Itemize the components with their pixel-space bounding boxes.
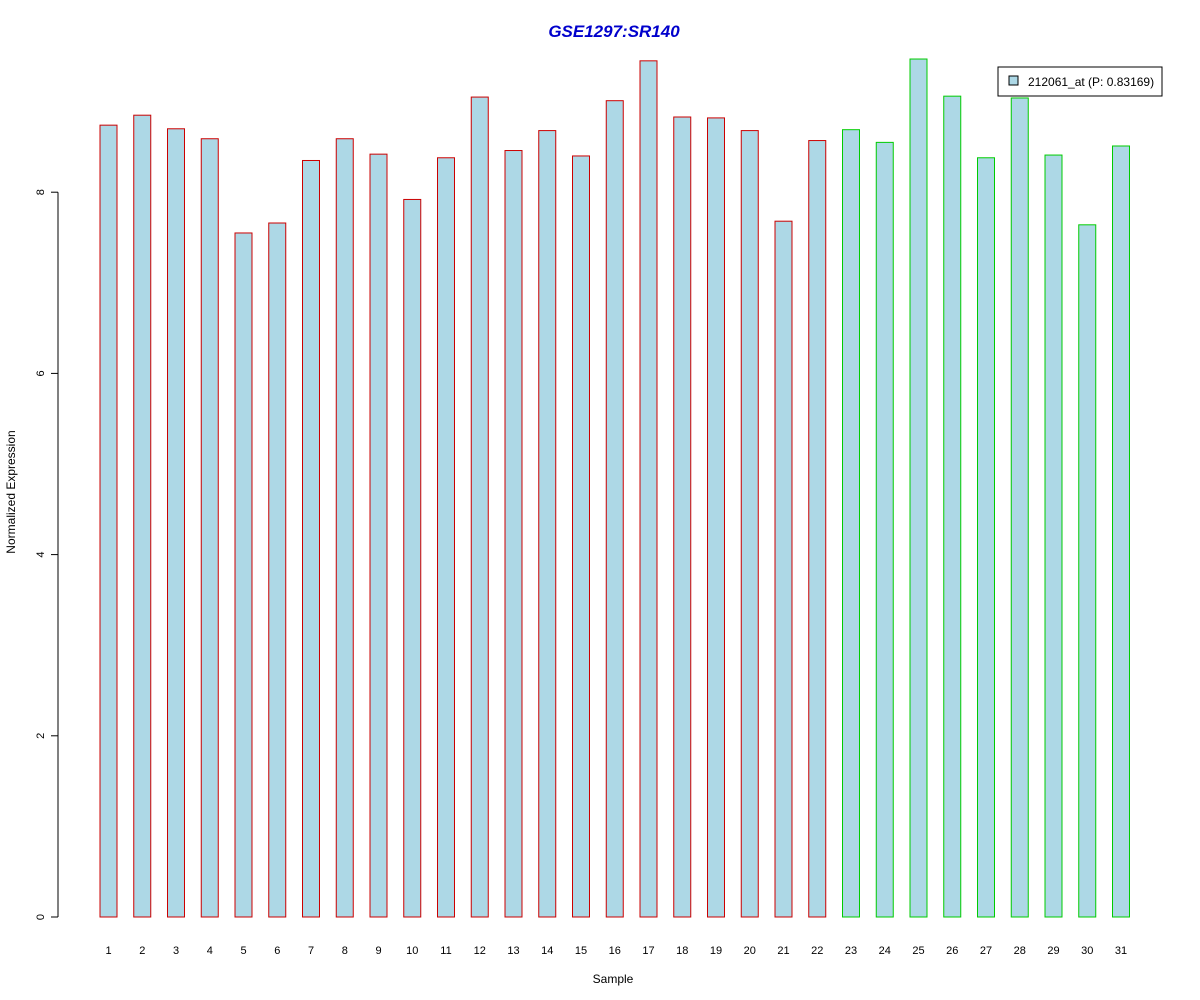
y-tick-label: 0 [35, 914, 47, 920]
bar-sample-30 [1078, 224, 1097, 918]
bar-sample-8 [335, 138, 354, 918]
x-tick-label: 9 [375, 945, 381, 957]
bar-sample-22 [808, 140, 827, 918]
x-tick-label: 15 [575, 945, 587, 957]
bar-sample-19 [707, 117, 725, 918]
bar-sample-14 [538, 130, 557, 918]
bar-sample-5 [234, 232, 253, 918]
x-tick-label: 8 [342, 945, 348, 957]
x-tick-labels: 1 2 3 4 5 6 7 8 9 10 11 12 13 14 15 16 17 18 19 20 21 22 23 24 2… [105, 945, 1127, 957]
y-axis-label: Normalized Expression [4, 430, 18, 553]
x-tick-label: 14 [541, 945, 553, 957]
x-tick-label: 10 [406, 945, 418, 957]
chart-title: GSE1297:SR140 [548, 22, 680, 41]
bar-sample-1 [99, 124, 118, 918]
x-tick-label: 11 [440, 945, 451, 957]
bar-sample-29 [1044, 154, 1063, 918]
x-tick-label: 19 [710, 945, 722, 957]
x-tick-label: 2 [139, 945, 145, 957]
bar-sample-6 [268, 222, 287, 918]
y-axis: 0 2 4 6 8 [35, 189, 59, 920]
x-tick-label: 25 [912, 945, 924, 957]
bar-sample-2 [133, 114, 152, 918]
x-tick-label: 3 [173, 945, 179, 957]
x-tick-label: 31 [1115, 945, 1127, 957]
x-tick-label: 24 [879, 945, 891, 957]
x-tick-label: 20 [744, 945, 756, 957]
bar-sample-25 [909, 58, 928, 918]
x-tick-label: 4 [207, 945, 213, 957]
bars [99, 58, 1130, 918]
x-tick-label: 18 [676, 945, 688, 957]
x-tick-label: 21 [777, 945, 789, 957]
x-tick-label: 7 [308, 945, 314, 957]
y-tick-label: 2 [35, 733, 47, 739]
bar-sample-3 [167, 128, 185, 918]
x-tick-label: 12 [474, 945, 486, 957]
y-tick-label: 8 [35, 189, 47, 195]
bar-sample-10 [403, 198, 422, 918]
bar-sample-17 [639, 60, 658, 918]
x-tick-label: 6 [274, 945, 280, 957]
legend-box [997, 66, 1163, 97]
x-tick-label: 22 [811, 945, 823, 957]
bar-sample-7 [302, 159, 320, 918]
bar-sample-12 [470, 96, 489, 918]
bar-sample-27 [977, 157, 995, 918]
x-tick-label: 27 [980, 945, 992, 957]
bar-sample-24 [875, 141, 894, 918]
bar-sample-4 [200, 138, 219, 918]
bar-sample-26 [943, 95, 962, 918]
bar-sample-28 [1010, 97, 1029, 918]
bar-sample-21 [774, 220, 793, 918]
bar-sample-16 [605, 100, 624, 918]
x-tick-label: 23 [845, 945, 857, 957]
x-tick-label: 16 [609, 945, 621, 957]
legend-label: 212061_at (P: 0.83169) [1028, 75, 1154, 89]
bar-sample-31 [1112, 145, 1130, 918]
y-tick-label: 6 [35, 370, 47, 376]
bar-sample-11 [437, 157, 455, 918]
x-tick-label: 26 [946, 945, 958, 957]
bar-sample-20 [740, 130, 759, 918]
x-tick-label: 5 [240, 945, 246, 957]
x-tick-label: 17 [642, 945, 654, 957]
legend: 212061_at (P: 0.83169) [997, 66, 1163, 97]
y-tick-label: 4 [35, 552, 47, 558]
bar-sample-23 [842, 129, 860, 918]
x-tick-label: 13 [507, 945, 519, 957]
x-tick-label: 30 [1081, 945, 1093, 957]
x-axis-label: Sample [593, 972, 634, 986]
bar-sample-13 [504, 150, 523, 918]
x-tick-label: 28 [1014, 945, 1026, 957]
x-tick-label: 1 [105, 945, 111, 957]
bar-sample-18 [673, 116, 692, 918]
bar-sample-9 [369, 153, 388, 918]
x-tick-label: 29 [1047, 945, 1059, 957]
bar-sample-15 [572, 155, 590, 918]
legend-swatch [1008, 75, 1019, 86]
